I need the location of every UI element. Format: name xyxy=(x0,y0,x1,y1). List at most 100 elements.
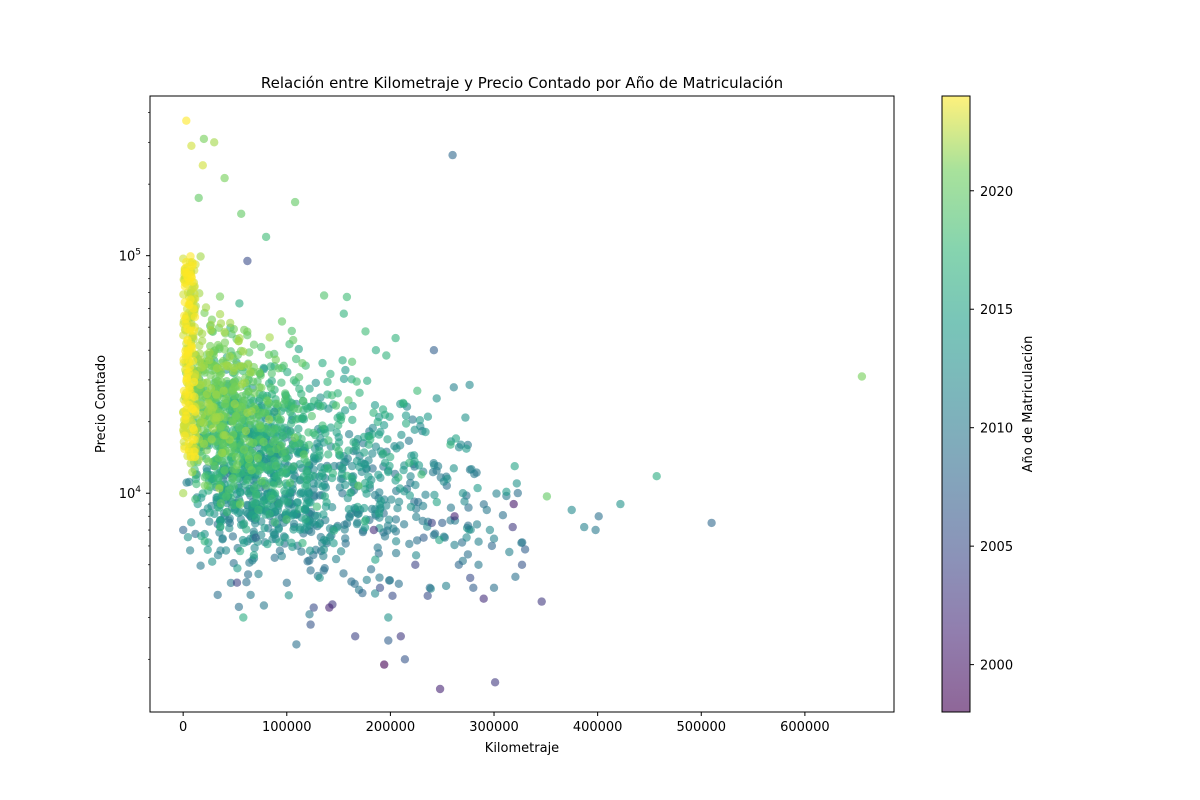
scatter-point xyxy=(284,591,293,600)
scatter-point xyxy=(186,452,195,462)
scatter-point xyxy=(369,525,378,535)
scatter-point xyxy=(339,374,349,384)
scatter-point xyxy=(489,583,499,592)
scatter-point xyxy=(278,431,288,440)
scatter-point xyxy=(361,327,370,336)
scatter-point xyxy=(517,560,527,569)
scatter-point xyxy=(472,520,482,529)
scatter-point xyxy=(200,481,209,490)
scatter-point xyxy=(320,492,330,501)
scatter-point xyxy=(267,369,276,378)
scatter-point xyxy=(270,424,279,434)
scatter-point xyxy=(188,259,198,268)
scatter-point xyxy=(298,396,308,406)
scatter-point xyxy=(208,557,217,566)
scatter-point xyxy=(275,499,284,508)
colorbar-frame xyxy=(941,95,971,713)
scatter-point xyxy=(203,545,212,554)
scatter-point xyxy=(192,479,201,489)
scatter-point xyxy=(446,503,456,512)
scatter-point xyxy=(188,404,198,414)
scatter-point xyxy=(263,539,272,549)
scatter-point xyxy=(336,547,346,556)
scatter-point xyxy=(222,413,231,422)
scatter-point xyxy=(318,482,327,491)
scatter-point xyxy=(184,348,193,357)
scatter-point xyxy=(199,426,208,435)
scatter-point xyxy=(371,555,380,564)
scatter-point xyxy=(241,426,251,436)
scatter-point xyxy=(391,515,401,524)
scatter-point xyxy=(275,479,284,488)
scatter-point xyxy=(261,232,271,242)
scatter-point xyxy=(260,523,269,533)
scatter-point xyxy=(183,335,192,345)
scatter-point xyxy=(487,541,497,551)
scatter-point xyxy=(512,479,521,488)
scatter-point xyxy=(211,378,221,387)
scatter-point xyxy=(380,458,390,467)
scatter-point xyxy=(509,499,518,509)
y-axis: 104 105 xyxy=(119,112,150,660)
scatter-point xyxy=(298,359,307,368)
scatter-point xyxy=(196,355,205,364)
scatter-point xyxy=(324,450,333,459)
scatter-point xyxy=(277,378,286,387)
scatter-point xyxy=(458,489,468,498)
scatter-point xyxy=(189,377,199,387)
scatter-point xyxy=(184,438,194,448)
scatter-point xyxy=(306,566,315,575)
colorbar-label: Año de Matriculación xyxy=(1021,336,1036,473)
scatter-point xyxy=(205,348,214,357)
scatter-point xyxy=(408,415,417,424)
scatter-point xyxy=(421,427,430,437)
scatter-point xyxy=(329,526,339,535)
scatter-point xyxy=(212,390,221,399)
scatter-point xyxy=(180,444,189,454)
scatter-point xyxy=(465,380,474,390)
scatter-point xyxy=(239,519,249,528)
scatter-point xyxy=(234,602,244,612)
scatter-point xyxy=(235,500,245,509)
scatter-point xyxy=(179,386,189,396)
scatter-point xyxy=(205,517,214,526)
scatter-point xyxy=(448,150,457,160)
scatter-point xyxy=(202,446,211,455)
scatter-point xyxy=(391,537,401,546)
scatter-point xyxy=(272,444,281,454)
colorbar-tick-label: 2020 xyxy=(980,185,1013,200)
scatter-point xyxy=(370,490,380,500)
scatter-point xyxy=(282,465,291,474)
scatter-point xyxy=(405,458,414,468)
scatter-point xyxy=(301,506,310,515)
scatter-point xyxy=(423,591,432,600)
scatter-point xyxy=(380,660,389,669)
scatter-point xyxy=(202,378,211,388)
scatter-point xyxy=(186,252,195,261)
scatter-point xyxy=(400,655,410,664)
scatter-point xyxy=(479,594,488,603)
scatter-point xyxy=(360,517,370,526)
scatter-point xyxy=(190,392,199,401)
scatter-point xyxy=(212,364,222,373)
scatter-point xyxy=(289,462,298,471)
scatter-point xyxy=(351,632,360,641)
scatter-point xyxy=(198,161,207,170)
scatter-point xyxy=(419,533,428,542)
scatter-point xyxy=(429,346,439,355)
scatter-point xyxy=(183,533,193,542)
scatter-point xyxy=(274,364,283,373)
scatter-point xyxy=(224,486,234,495)
scatter-point xyxy=(296,525,305,534)
scatter-point xyxy=(205,355,214,365)
scatter-point xyxy=(186,459,195,468)
scatter-point xyxy=(199,439,209,448)
scatter-point xyxy=(857,372,867,381)
scatter-point xyxy=(371,346,381,355)
scatter-point xyxy=(368,423,377,433)
scatter-point xyxy=(386,452,395,462)
scatter-point xyxy=(341,480,350,490)
scatter-point xyxy=(384,515,394,524)
scatter-point xyxy=(303,557,312,566)
scatter-point xyxy=(328,469,338,478)
